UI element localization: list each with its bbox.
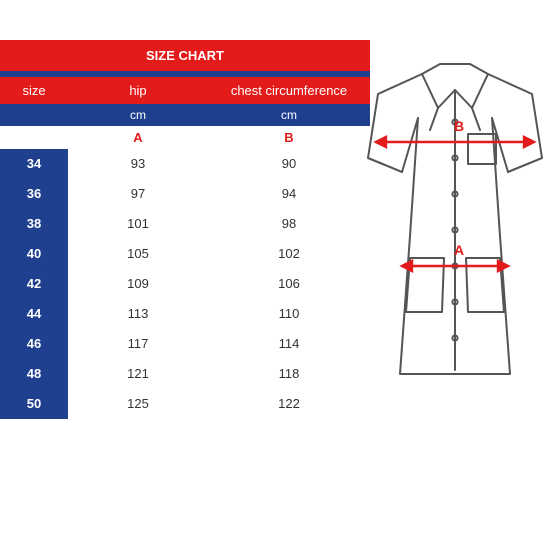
cell-hip: 101	[68, 209, 208, 239]
table-row: 42109106	[0, 269, 370, 299]
header-hip: hip	[68, 77, 208, 104]
cell-size: 44	[0, 299, 68, 329]
table-row: 46117114	[0, 329, 370, 359]
units-row: cm cm	[0, 104, 370, 126]
cell-hip: 93	[68, 149, 208, 179]
size-chart-container: SIZE CHART size hip chest circumference …	[0, 0, 550, 550]
units-size-blank	[0, 104, 68, 126]
cell-size: 40	[0, 239, 68, 269]
cell-chest: 118	[208, 359, 370, 389]
table-title: SIZE CHART	[0, 40, 370, 71]
cell-size: 36	[0, 179, 68, 209]
garment-illustration: B A	[360, 40, 550, 400]
cell-hip: 105	[68, 239, 208, 269]
cell-hip: 97	[68, 179, 208, 209]
size-chart-table: SIZE CHART size hip chest circumference …	[0, 40, 370, 419]
letter-hip: A	[68, 126, 208, 149]
letters-row: A B	[0, 126, 370, 149]
cell-size: 48	[0, 359, 68, 389]
cell-size: 38	[0, 209, 68, 239]
header-size: size	[0, 77, 68, 104]
cell-chest: 94	[208, 179, 370, 209]
cell-chest: 114	[208, 329, 370, 359]
units-chest: cm	[208, 104, 370, 126]
table-row: 48121118	[0, 359, 370, 389]
letter-chest: B	[208, 126, 370, 149]
garment-label-a: A	[454, 242, 464, 258]
data-rows: 3493903697943810198401051024210910644113…	[0, 149, 370, 419]
cell-hip: 121	[68, 359, 208, 389]
cell-chest: 106	[208, 269, 370, 299]
cell-hip: 117	[68, 329, 208, 359]
cell-chest: 98	[208, 209, 370, 239]
column-header-row: size hip chest circumference	[0, 77, 370, 104]
cell-chest: 90	[208, 149, 370, 179]
cell-hip: 109	[68, 269, 208, 299]
table-row: 40105102	[0, 239, 370, 269]
header-chest: chest circumference	[208, 77, 370, 104]
table-row: 44113110	[0, 299, 370, 329]
units-hip: cm	[68, 104, 208, 126]
cell-size: 34	[0, 149, 68, 179]
cell-hip: 125	[68, 389, 208, 419]
cell-chest: 110	[208, 299, 370, 329]
letters-size-blank	[0, 126, 68, 149]
cell-size: 50	[0, 389, 68, 419]
garment-svg	[360, 40, 550, 400]
cell-hip: 113	[68, 299, 208, 329]
cell-size: 42	[0, 269, 68, 299]
table-row: 50125122	[0, 389, 370, 419]
table-row: 3810198	[0, 209, 370, 239]
cell-size: 46	[0, 329, 68, 359]
garment-label-b: B	[454, 118, 464, 134]
cell-chest: 102	[208, 239, 370, 269]
cell-chest: 122	[208, 389, 370, 419]
table-row: 369794	[0, 179, 370, 209]
table-row: 349390	[0, 149, 370, 179]
